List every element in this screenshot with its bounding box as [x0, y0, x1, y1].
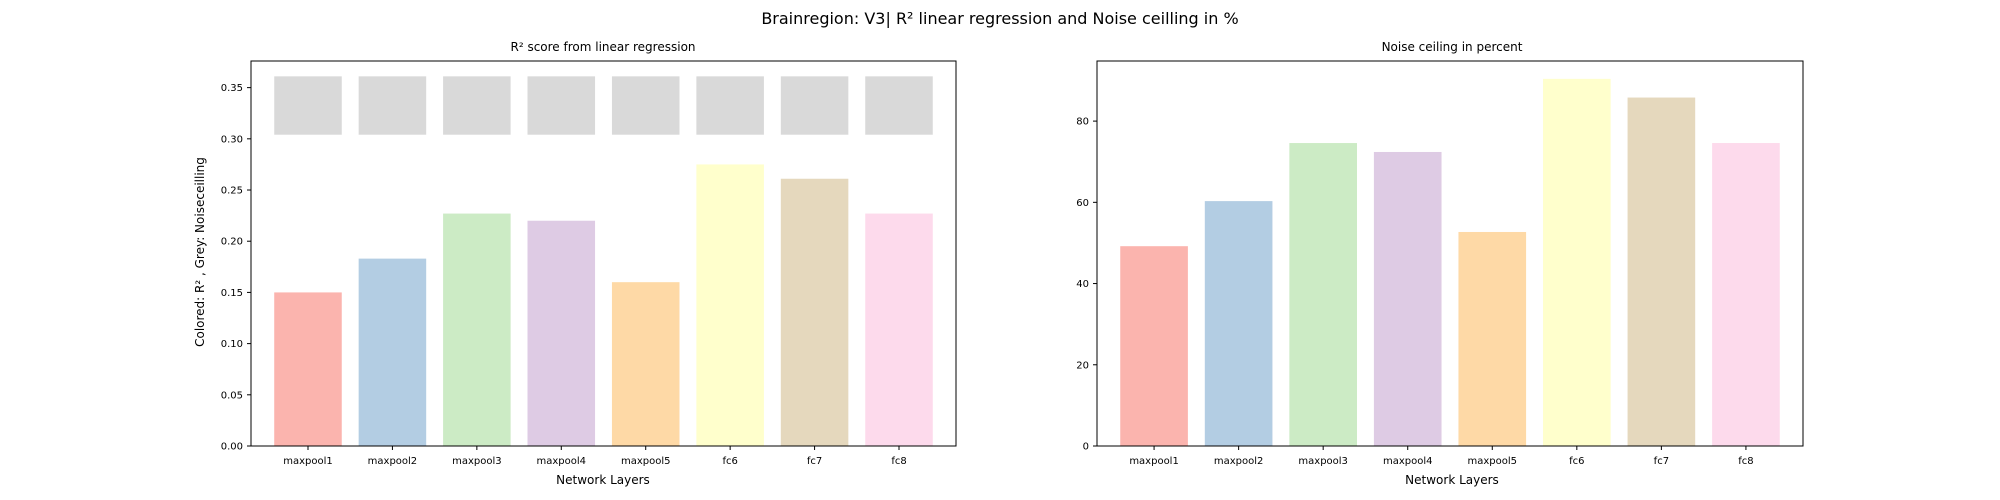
noise-ceiling-bar-fc6 [1543, 78, 1611, 447]
noise-ceiling-xtick-label: maxpool3 [1298, 456, 1348, 467]
noise-ceiling-xtick-label: maxpool2 [1214, 456, 1264, 467]
noise-ceiling-xtick-label: fc8 [1738, 456, 1753, 467]
noise-ceiling-bar-maxpool2 [1204, 201, 1273, 446]
noise-ceiling-bar-maxpool5 [1458, 231, 1527, 446]
r2-xtick-label: maxpool3 [452, 456, 502, 467]
r2-ceiling-bar-maxpool4 [527, 76, 596, 135]
r2-ytick-label: 0.35 [221, 83, 243, 94]
r2-ceiling-bar-fc6 [696, 76, 764, 135]
noise-ceiling-xtick-label: maxpool4 [1383, 456, 1433, 467]
r2-xtick-label: fc8 [891, 456, 906, 467]
r2-ytick-label: 0.15 [221, 288, 243, 299]
r2-ceiling-bar-maxpool2 [358, 76, 427, 135]
noise-ceiling-xtick-label: maxpool1 [1129, 456, 1179, 467]
noise-ceiling-bar-maxpool1 [1120, 246, 1188, 446]
r2-xtick-label: maxpool1 [283, 456, 333, 467]
r2-ceiling-bar-maxpool1 [274, 76, 342, 135]
r2-bar-maxpool4 [527, 220, 596, 446]
r2-ceiling-bar-fc8 [865, 76, 933, 135]
r2-bar-fc7 [780, 178, 849, 446]
r2-bar-fc8 [865, 213, 933, 446]
noise-ceiling-xtick-label: fc7 [1654, 456, 1669, 467]
r2-chart-panel: R² score from linear regression Network … [193, 40, 957, 487]
r2-bar-maxpool1 [274, 292, 342, 446]
r2-xtick-label: fc6 [722, 456, 737, 467]
r2-ceiling-bar-maxpool5 [611, 76, 680, 135]
r2-chart-ylabel: Colored: R² , Grey: Noiseceilling [193, 157, 207, 347]
noise-ceiling-bar-maxpool4 [1373, 151, 1442, 446]
r2-chart-xlabel: Network Layers [556, 473, 650, 487]
r2-xtick-label: fc7 [807, 456, 822, 467]
r2-xtick-label: maxpool2 [368, 456, 418, 467]
r2-bar-maxpool2 [358, 258, 427, 446]
r2-xtick-label: maxpool5 [621, 456, 671, 467]
noise-ceiling-ytick-label: 20 [1076, 360, 1089, 371]
noise-ceiling-xtick-label: maxpool5 [1468, 456, 1518, 467]
r2-ytick-label: 0.05 [221, 390, 243, 401]
noise-ceiling-bar-fc7 [1627, 97, 1696, 447]
r2-ytick-label: 0.10 [221, 339, 243, 350]
noise-ceiling-bar-maxpool3 [1289, 143, 1357, 447]
r2-ceiling-bar-fc7 [780, 76, 849, 135]
noise-ceiling-ytick-label: 60 [1076, 198, 1089, 209]
r2-axes-frame [250, 60, 957, 447]
figure-title: Brainregion: V3| R² linear regression an… [761, 9, 1238, 28]
r2-bar-maxpool5 [611, 282, 680, 446]
noise-ceiling-chart-xlabel: Network Layers [1405, 473, 1499, 487]
r2-ytick-label: 0.25 [221, 186, 243, 197]
r2-ytick-label: 0.00 [221, 442, 243, 453]
noise-ceiling-ytick-label: 80 [1076, 117, 1089, 128]
r2-xtick-label: maxpool4 [537, 456, 587, 467]
r2-chart-title: R² score from linear regression [510, 40, 695, 54]
r2-ytick-label: 0.20 [221, 237, 243, 248]
noise-ceiling-xtick-label: fc6 [1569, 456, 1584, 467]
noise-ceiling-chart-title: Noise ceiling in percent [1382, 40, 1523, 54]
r2-bar-fc6 [696, 164, 764, 447]
r2-ceiling-bar-maxpool3 [443, 76, 511, 135]
noise-ceiling-ytick-label: 0 [1083, 442, 1089, 453]
noise-ceiling-bar-fc8 [1712, 143, 1780, 447]
noise-ceiling-ytick-label: 40 [1076, 279, 1089, 290]
r2-ytick-label: 0.30 [221, 134, 243, 145]
noise-ceiling-chart-panel: Noise ceiling in percent Network Layers … [1076, 40, 1804, 487]
r2-bar-maxpool3 [443, 213, 511, 446]
noise-ceiling-axes-frame [1096, 60, 1804, 447]
